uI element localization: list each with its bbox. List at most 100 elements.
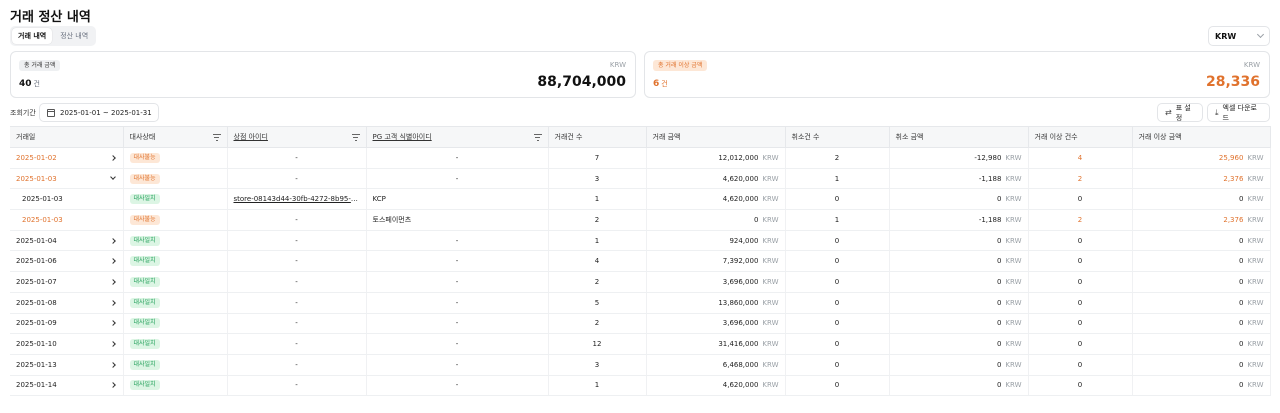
cell-status: 대사일치 xyxy=(123,375,228,397)
cell-cancel-amount: -1,188 KRW xyxy=(889,209,1029,231)
cell-cancel-amount: 0 KRW xyxy=(889,375,1029,397)
cell-date: 2025-01-06 xyxy=(10,250,124,273)
col-header-status[interactable]: 대사상태 xyxy=(123,126,228,148)
cell-status: 대사일치 xyxy=(123,250,228,273)
tab-settlements[interactable]: 정산 내역 xyxy=(60,32,89,40)
total-amount: 88,704,000 xyxy=(537,74,626,90)
chevron-right-icon[interactable] xyxy=(109,299,116,306)
cell-pg-customer-id: - xyxy=(366,333,549,355)
cell-anomaly-count: 0 xyxy=(1028,271,1133,293)
table-row[interactable]: 2025-01-14 대사일치 - -1 4,620,000 KRW 0 0 KRW 0 0 KRW xyxy=(10,375,1271,397)
table-row[interactable]: 2025-01-13 대사일치 - -3 6,468,000 KRW 0 0 KRW 0 0 KRW xyxy=(10,354,1271,376)
cell-anomaly-amount: 0 KRW xyxy=(1132,375,1271,397)
cell-date: 2025-01-07 xyxy=(10,271,124,293)
cell-status: 대사일치 xyxy=(123,333,228,355)
cell-cancel-amount: 0 KRW xyxy=(889,292,1029,314)
cell-status: 대사일치 xyxy=(123,271,228,293)
table-row[interactable]: 2025-01-03 대사불능 - -3 4,620,000 KRW 1 -1,188 KRW 2… xyxy=(10,168,1271,190)
cell-cancel-amount: 0 KRW xyxy=(889,271,1029,293)
cell-cancel-count: 0 xyxy=(785,313,890,335)
cell-anomaly-amount: 25,960 KRW xyxy=(1132,147,1271,169)
cell-anomaly-count: 0 xyxy=(1028,375,1133,397)
chevron-right-icon[interactable] xyxy=(109,320,116,327)
col-header-pg-customer-id[interactable]: PG 고객 식별아이디 xyxy=(366,126,549,148)
col-header-cancel-count[interactable]: 취소건 수 xyxy=(785,126,890,148)
cell-tx-count: 1 xyxy=(548,230,647,252)
cell-status: 대사일치 xyxy=(123,292,228,314)
cell-tx-count: 3 xyxy=(548,354,647,376)
cell-cancel-count: 0 xyxy=(785,271,890,293)
cell-date: 2025-01-14 xyxy=(10,375,124,397)
cell-anomaly-amount: 0 KRW xyxy=(1132,230,1271,252)
table-row[interactable]: 2025-01-02 대사불능 - -7 12,012,000 KRW 2 -12,980 KR… xyxy=(10,147,1271,169)
chevron-right-icon[interactable] xyxy=(109,382,116,389)
total-count: 40 건 xyxy=(19,79,40,89)
cell-cancel-amount: -1,188 KRW xyxy=(889,168,1029,190)
table-settings-button[interactable]: ⇄ 표 설정 xyxy=(1157,103,1203,122)
table-row[interactable]: 2025-01-07 대사일치 - -2 3,696,000 KRW 0 0 KRW 0 0 KRW xyxy=(10,271,1271,293)
cell-date: 2025-01-13 xyxy=(10,354,124,376)
chevron-right-icon[interactable] xyxy=(109,341,116,347)
table-row[interactable]: 2025-01-09 대사일치 - -2 3,696,000 KRW 0 0 KRW 0 0 KRW xyxy=(10,313,1271,335)
col-header-store-id[interactable]: 상점 아이디 xyxy=(227,126,367,148)
table-row[interactable]: 2025-01-04 대사일치 - -1 924,000 KRW 0 0 KRW 0 0 KRW xyxy=(10,230,1271,252)
table-row[interactable]: 2025-01-10 대사일치 - -12 31,416,000 KRW 0 0 KRW 0 0 KR… xyxy=(10,333,1271,355)
cell-cancel-count: 0 xyxy=(785,250,890,273)
currency-select[interactable]: KRW xyxy=(1208,26,1270,46)
cell-tx-count: 1 xyxy=(548,188,647,211)
status-badge: 대사일치 xyxy=(129,235,160,246)
cell-store-id: - xyxy=(227,168,367,190)
cell-tx-count: 2 xyxy=(548,271,647,293)
cell-pg-customer-id: KCP xyxy=(366,188,549,211)
col-header-date[interactable]: 거래일 xyxy=(10,126,124,148)
chevron-right-icon[interactable] xyxy=(109,155,116,161)
cell-cancel-amount: -12,980 KRW xyxy=(889,147,1029,169)
cell-anomaly-amount: 0 KRW xyxy=(1132,354,1271,376)
cell-pg-customer-id: - xyxy=(366,147,549,169)
chevron-right-icon[interactable] xyxy=(109,279,116,285)
cell-anomaly-amount: 2,376 KRW xyxy=(1132,209,1271,231)
cell-cancel-count: 0 xyxy=(785,188,890,211)
cell-pg-customer-id: - xyxy=(366,168,549,190)
chevron-right-icon[interactable] xyxy=(109,361,116,368)
chevron-down-icon[interactable] xyxy=(109,174,116,180)
col-header-tx-count[interactable]: 거래건 수 xyxy=(548,126,647,148)
cell-cancel-count: 0 xyxy=(785,292,890,314)
cell-anomaly-count: 0 xyxy=(1028,354,1133,376)
cell-pg-customer-id: 토스페이먼츠 xyxy=(366,209,549,231)
cell-anomaly-count: 2 xyxy=(1028,168,1133,190)
table-row[interactable]: 2025-01-06 대사일치 - -4 7,392,000 KRW 0 0 KRW 0 0 KRW xyxy=(10,250,1271,273)
filter-icon[interactable] xyxy=(212,134,221,141)
cell-anomaly-count: 4 xyxy=(1028,147,1133,169)
cell-cancel-amount: 0 KRW xyxy=(889,313,1029,335)
cell-tx-amount: 12,012,000 KRW xyxy=(646,147,786,169)
cell-cancel-amount: 0 KRW xyxy=(889,230,1029,252)
excel-download-button[interactable]: ⤓ 엑셀 다운로드 xyxy=(1207,103,1270,122)
status-badge: 대사일치 xyxy=(129,194,160,205)
cell-tx-amount: 13,860,000 KRW xyxy=(646,292,786,314)
cell-status: 대사일치 xyxy=(123,230,228,252)
cell-tx-count: 2 xyxy=(548,209,647,231)
col-header-anomaly-count[interactable]: 거래 이상 건수 xyxy=(1028,126,1133,148)
table-row[interactable]: 2025-01-03 대사불능 - 토스페이먼츠 2 0 KRW 1 -1,188 KRW 2 2,3… xyxy=(10,209,1271,231)
chevron-right-icon[interactable] xyxy=(109,258,116,265)
cell-anomaly-count: 0 xyxy=(1028,250,1133,273)
status-badge: 대사불능 xyxy=(129,173,160,184)
table-row[interactable]: 2025-01-03 대사일치 store-08143d44-30fb-4272-8… xyxy=(10,188,1271,211)
status-badge: 대사일치 xyxy=(129,256,160,267)
tab-transactions[interactable]: 거래 내역 xyxy=(12,28,53,44)
date-range-picker[interactable]: 2025-01-01 ~ 2025-01-31 xyxy=(39,103,159,122)
chevron-right-icon[interactable] xyxy=(109,237,116,244)
excel-download-label: 엑셀 다운로드 xyxy=(1222,103,1257,122)
col-header-tx-amount[interactable]: 거래 금액 xyxy=(646,126,786,148)
cell-pg-customer-id: - xyxy=(366,313,549,335)
filter-icon[interactable] xyxy=(533,134,542,141)
cell-tx-amount: 0 KRW xyxy=(646,209,786,231)
col-header-cancel-amount[interactable]: 취소 금액 xyxy=(889,126,1029,148)
col-header-anomaly-amount[interactable]: 거래 이상 금액 xyxy=(1132,126,1271,148)
filter-icon[interactable] xyxy=(351,134,360,141)
table-row[interactable]: 2025-01-08 대사일치 - -5 13,860,000 KRW 0 0 KRW 0 0 KRW xyxy=(10,292,1271,314)
cell-cancel-count: 0 xyxy=(785,230,890,252)
